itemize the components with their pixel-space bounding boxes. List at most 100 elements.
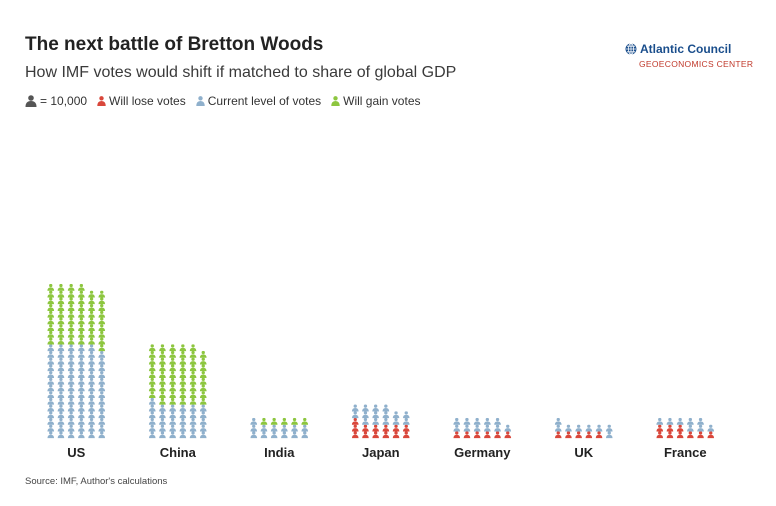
vote-icon-china-gain xyxy=(159,391,166,399)
vote-icon-china-gain xyxy=(159,384,166,392)
vote-icon-us-gain xyxy=(47,297,55,305)
logo-subtitle: GEOECONOMICS CENTER xyxy=(639,59,754,69)
vote-icon-germany-lose xyxy=(453,431,461,439)
vote-icon-japan-level xyxy=(351,404,359,412)
vote-icon-china-level xyxy=(148,417,156,425)
vote-icon-us-level xyxy=(47,357,55,365)
vote-icon-us-level xyxy=(88,377,95,385)
vote-icon-us-level xyxy=(88,344,95,352)
vote-icon-china-level xyxy=(169,411,176,419)
vote-icon-us-level xyxy=(98,431,106,439)
x-axis-labels: US China India Japan Germany UK France xyxy=(67,445,706,460)
vote-icon-us-level xyxy=(88,371,95,378)
vote-icon-china-gain xyxy=(189,377,197,385)
vote-icon-france-level xyxy=(676,417,684,425)
vote-icon-india-level xyxy=(281,424,288,432)
vote-icon-us-gain xyxy=(67,304,75,311)
country-group-china xyxy=(148,344,207,439)
vote-icon-germany-level xyxy=(484,424,491,432)
vote-icon-china-gain xyxy=(199,377,207,385)
x-label-china: China xyxy=(160,445,197,460)
vote-icon-us-gain xyxy=(47,317,55,325)
vote-icon-china-gain xyxy=(199,391,207,399)
vote-icon-germany-lose xyxy=(494,431,501,439)
vote-icon-china-level xyxy=(189,404,197,412)
vote-icon-us-gain xyxy=(67,297,75,305)
country-group-uk xyxy=(554,417,613,439)
vote-icon-india-level xyxy=(250,424,258,432)
vote-icon-us-level xyxy=(98,384,106,392)
country-group-india xyxy=(250,417,309,439)
x-label-germany: Germany xyxy=(454,445,511,460)
vote-icon-china-gain xyxy=(148,377,156,385)
vote-icon-us-level xyxy=(98,350,106,358)
vote-icon-china-gain xyxy=(148,364,156,372)
vote-icon-us-level xyxy=(78,384,85,392)
vote-icon-uk-level xyxy=(605,431,613,439)
vote-icon-india-level xyxy=(260,431,268,439)
vote-icon-us-gain xyxy=(67,337,75,345)
vote-icon-china-gain xyxy=(148,384,156,392)
vote-icon-us-gain xyxy=(47,324,55,332)
vote-icon-china-gain xyxy=(179,344,187,352)
vote-icon-uk-level xyxy=(554,417,562,425)
vote-icon-japan-lose xyxy=(382,424,390,432)
vote-icon-india-gain xyxy=(301,417,309,425)
vote-icon-china-gain xyxy=(179,371,187,378)
vote-icon-china-gain xyxy=(148,391,156,399)
vote-icon-china-level xyxy=(169,417,176,425)
vote-icon-india-gain xyxy=(291,417,298,425)
vote-icon-china-level xyxy=(189,417,197,425)
vote-icon-japan-level xyxy=(362,404,369,412)
vote-icon-france-lose xyxy=(656,424,664,432)
vote-icon-china-level xyxy=(199,411,207,419)
legend-current: Current level of votes xyxy=(196,94,321,108)
vote-icon-china-level xyxy=(199,431,207,439)
vote-icon-india-level xyxy=(270,431,278,439)
vote-icon-japan-lose xyxy=(351,417,359,425)
vote-icon-china-gain xyxy=(199,357,207,365)
vote-icon-india-level xyxy=(250,431,258,439)
vote-icon-china-level xyxy=(189,424,197,432)
vote-icon-china-gain xyxy=(199,384,207,392)
vote-icon-china-level xyxy=(148,404,156,412)
vote-icon-us-gain xyxy=(98,310,106,318)
vote-icon-us-gain xyxy=(47,283,55,291)
vote-icon-germany-lose xyxy=(504,431,512,439)
source-note: Source: IMF, Author's calculations xyxy=(25,476,168,487)
vote-icon-us-level xyxy=(57,371,65,378)
vote-icon-us-gain xyxy=(98,337,106,345)
vote-icon-us-level xyxy=(78,391,85,399)
vote-icon-china-level xyxy=(179,411,187,419)
vote-icon-us-level xyxy=(98,371,106,378)
vote-icon-us-level xyxy=(98,424,106,432)
vote-icon-us-level xyxy=(88,364,95,372)
vote-icon-us-level xyxy=(78,431,85,439)
vote-icon-us-level xyxy=(88,424,95,432)
vote-icon-japan-lose xyxy=(382,431,390,439)
vote-icon-us-level xyxy=(67,411,75,419)
vote-icon-germany-lose xyxy=(484,431,491,439)
vote-icon-us-level xyxy=(67,404,75,412)
vote-icon-us-level xyxy=(88,417,95,425)
vote-icon-china-gain xyxy=(169,357,176,365)
vote-icon-us-gain xyxy=(47,310,55,318)
vote-icon-france-level xyxy=(687,424,694,432)
vote-icon-china-level xyxy=(148,411,156,419)
vote-icon-us-level xyxy=(67,357,75,365)
vote-icon-us-level xyxy=(78,350,85,358)
vote-icon-us-level xyxy=(47,424,55,432)
vote-icon-us-level xyxy=(57,350,65,358)
vote-icon-germany-level xyxy=(473,424,481,432)
vote-icon-japan-level xyxy=(402,417,410,425)
vote-icon-china-gain xyxy=(159,397,166,405)
vote-icon-china-level xyxy=(199,424,207,432)
vote-icon-china-level xyxy=(148,431,156,439)
vote-icon-us-level xyxy=(88,384,95,392)
vote-icon-us-level xyxy=(78,371,85,378)
vote-icon-france-lose xyxy=(707,431,715,439)
vote-icon-us-level xyxy=(57,377,65,385)
legend-lose-label: Will lose votes xyxy=(109,94,186,108)
vote-icon-us-level xyxy=(57,344,65,352)
vote-icon-japan-level xyxy=(382,417,390,425)
